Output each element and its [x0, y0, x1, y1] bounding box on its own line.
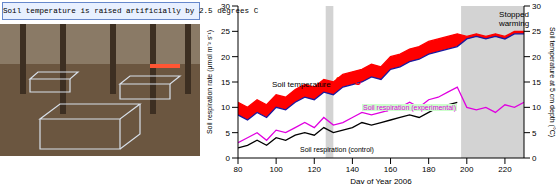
- svg-text:20: 20: [221, 53, 230, 62]
- svg-text:15: 15: [532, 78, 541, 87]
- svg-text:140: 140: [346, 165, 360, 174]
- svg-text:30: 30: [532, 2, 541, 11]
- svg-text:10: 10: [532, 103, 541, 112]
- svg-text:0: 0: [532, 154, 537, 163]
- svg-text:5: 5: [226, 129, 231, 138]
- svg-text:120: 120: [308, 165, 322, 174]
- svg-text:30: 30: [221, 2, 230, 11]
- svg-text:160: 160: [384, 165, 398, 174]
- svg-text:80: 80: [234, 165, 243, 174]
- svg-text:Day of Year 2006: Day of Year 2006: [350, 177, 412, 184]
- svg-text:15: 15: [221, 78, 230, 87]
- svg-text:20: 20: [532, 53, 541, 62]
- svg-text:200: 200: [460, 165, 474, 174]
- svg-text:0: 0: [226, 154, 231, 163]
- svg-text:220: 220: [498, 165, 512, 174]
- svg-text:Soil respiration rate (μmol m⁻: Soil respiration rate (μmol m⁻² s⁻¹): [206, 30, 214, 134]
- svg-text:100: 100: [269, 165, 283, 174]
- svg-text:10: 10: [221, 103, 230, 112]
- svg-text:Soil temperature at 5 cm depth: Soil temperature at 5 cm depth (°C): [548, 27, 549, 137]
- svg-text:25: 25: [532, 27, 541, 36]
- svg-text:5: 5: [532, 129, 537, 138]
- svg-text:180: 180: [422, 165, 436, 174]
- svg-text:25: 25: [221, 27, 230, 36]
